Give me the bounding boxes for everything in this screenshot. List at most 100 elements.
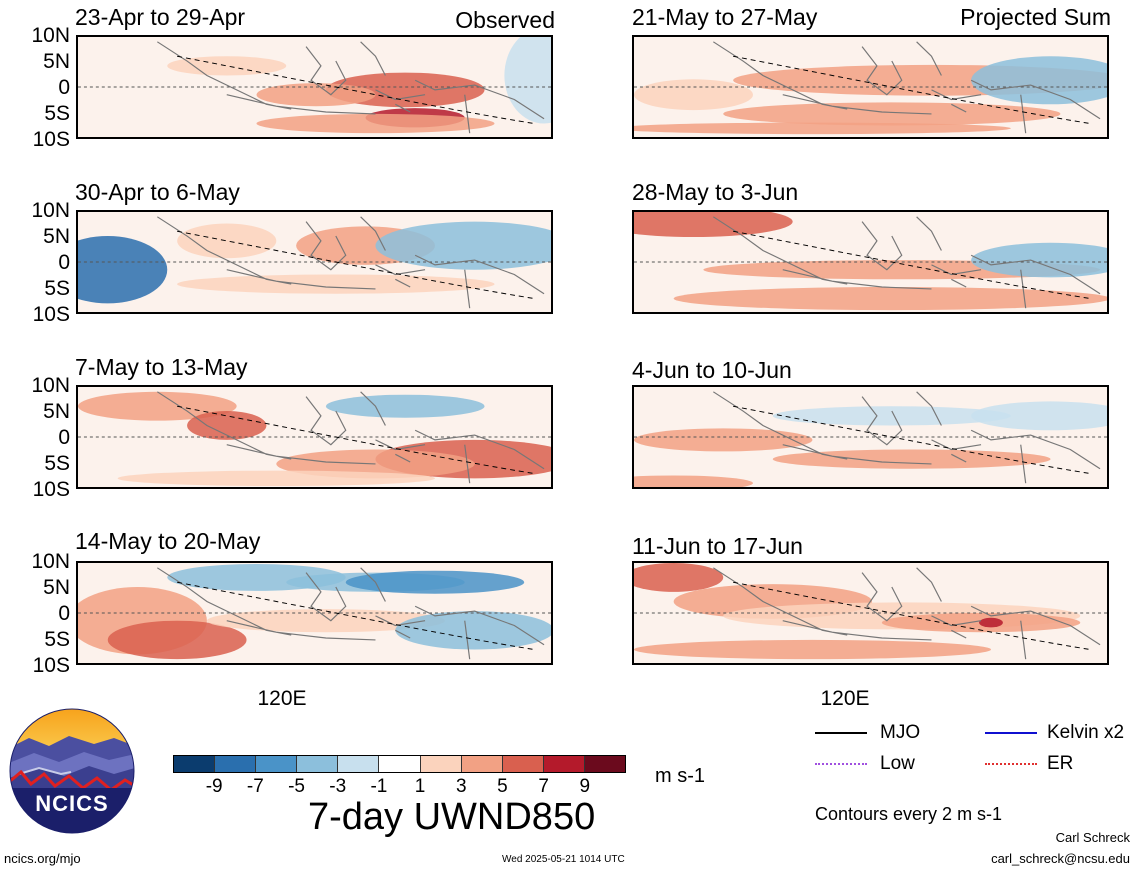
y-tick-label: 10S [32, 303, 70, 326]
colorbar-tick: 9 [579, 776, 591, 797]
logo-text: NCICS [35, 791, 108, 816]
y-tick-label: 0 [58, 602, 70, 625]
map-svg-1 [78, 37, 551, 137]
colorbar-tick: 5 [497, 776, 508, 797]
wind-anomaly-blob [345, 570, 525, 594]
legend-line-mjo [815, 732, 867, 734]
legend-line-low [815, 763, 867, 765]
wind-anomaly-blob [979, 617, 1003, 628]
y-tick-label: 5N [43, 50, 70, 73]
wind-anomaly-blob [177, 223, 277, 259]
contours-note: Contours every 2 m s-1 [815, 804, 1003, 824]
panel-title-5: 7-May to 13-May [75, 354, 248, 380]
map-svg-6 [634, 387, 1107, 487]
colorbar-tick: -7 [246, 776, 264, 797]
map-panel-5 [76, 385, 553, 489]
y-tick-label: 5S [44, 102, 70, 125]
map-panel-4 [632, 210, 1109, 314]
wind-anomaly-blob [723, 102, 1061, 126]
y-tick-label: 5S [44, 628, 70, 651]
colorbar-tick: 7 [538, 776, 549, 797]
y-tick-label: 10N [31, 374, 70, 397]
wind-anomaly-blob [117, 470, 435, 487]
wind-anomaly-blob [971, 56, 1107, 105]
legend-kelvin: Kelvin x2 [1047, 722, 1125, 743]
wind-anomaly-blob [107, 620, 247, 660]
colorbar-swatch [256, 756, 298, 772]
y-tick-label: 10N [31, 550, 70, 573]
colorbar-tick: -3 [329, 776, 347, 797]
colorbar-swatch [584, 756, 626, 772]
wind-anomaly-blob [167, 56, 287, 76]
map-svg-3 [78, 212, 551, 312]
wind-anomaly-blob [177, 274, 495, 294]
map-panel-3 [76, 210, 553, 314]
colorbar-swatch [543, 756, 585, 772]
y-tick-label: 10N [31, 199, 70, 222]
observed-label: Observed [455, 7, 555, 33]
panel-title-1: 23-Apr to 29-Apr [75, 4, 246, 30]
colorbar-swatch [338, 756, 380, 772]
colorbar-swatch [420, 756, 462, 772]
map-svg-4 [634, 212, 1107, 312]
panel-title-2: 21-May to 27-May [632, 4, 818, 30]
footer-timestamp: Wed 2025-05-21 1014 UTC [502, 854, 625, 865]
colorbar-tick: -5 [288, 776, 305, 797]
colorbar-tick: 3 [455, 776, 467, 797]
wind-anomaly-blob [634, 639, 991, 660]
wind-anomaly-blob [634, 212, 793, 237]
y-tick-label: 5S [44, 277, 70, 300]
legend-line-kelvin [985, 732, 1037, 734]
panel-title-7: 14-May to 20-May [75, 528, 261, 554]
x-tick-left: 120E [257, 687, 307, 710]
footer-author: Carl Schreck [1055, 830, 1130, 845]
wind-anomaly-blob [634, 122, 1011, 135]
y-tick-label: 0 [58, 76, 70, 99]
colorbar-swatch [502, 756, 544, 772]
chart-title: 7-day UWND850 [308, 796, 596, 838]
legend-line-er [985, 763, 1037, 765]
panel-title-3: 30-Apr to 6-May [75, 179, 240, 205]
colorbar-swatch [215, 756, 257, 772]
wind-anomaly-blob [971, 242, 1107, 278]
y-tick-label: 5N [43, 576, 70, 599]
colorbar-swatch [174, 756, 216, 772]
map-svg-8 [634, 563, 1107, 663]
wind-anomaly-blob [634, 563, 724, 592]
wind-anomaly-blob [504, 37, 551, 124]
legend-mjo: MJO [880, 722, 921, 743]
panel-title-6: 4-Jun to 10-Jun [632, 357, 792, 383]
map-panel-6 [632, 385, 1109, 489]
colorbar-units: m s-1 [655, 765, 705, 787]
wind-anomaly-blob [772, 406, 1011, 426]
ncics-logo: NCICS [9, 708, 135, 834]
y-tick-label: 0 [58, 251, 70, 274]
footer-url: ncics.org/mjo [4, 851, 81, 866]
panel-title-4: 28-May to 3-Jun [632, 179, 799, 205]
map-panel-8 [632, 561, 1109, 665]
y-tick-label: 5S [44, 452, 70, 475]
y-tick-label: 10S [32, 654, 70, 677]
wind-anomaly-blob [673, 287, 1107, 311]
panel-title-8: 11-Jun to 17-Jun [632, 533, 803, 559]
y-tick-label: 10N [31, 24, 70, 47]
wind-anomaly-blob [634, 428, 813, 452]
wind-anomaly-blob [971, 401, 1107, 431]
y-tick-label: 0 [58, 426, 70, 449]
colorbar-swatch [379, 756, 421, 772]
colorbar-tick: -1 [370, 776, 388, 797]
legend-er: ER [1047, 753, 1074, 774]
colorbar [173, 755, 626, 773]
colorbar-swatch [461, 756, 503, 772]
map-panel-1 [76, 35, 553, 139]
y-tick-label: 10S [32, 478, 70, 501]
y-tick-label: 10S [32, 128, 70, 151]
wind-anomaly-blob [256, 113, 495, 134]
wind-anomaly-blob [634, 79, 753, 111]
wind-anomaly-blob [78, 391, 237, 421]
map-svg-7 [78, 563, 551, 663]
map-svg-5 [78, 387, 551, 487]
wind-anomaly-blob [206, 609, 445, 633]
colorbar-tick: -9 [205, 776, 223, 797]
wind-anomaly-blob [325, 394, 485, 418]
